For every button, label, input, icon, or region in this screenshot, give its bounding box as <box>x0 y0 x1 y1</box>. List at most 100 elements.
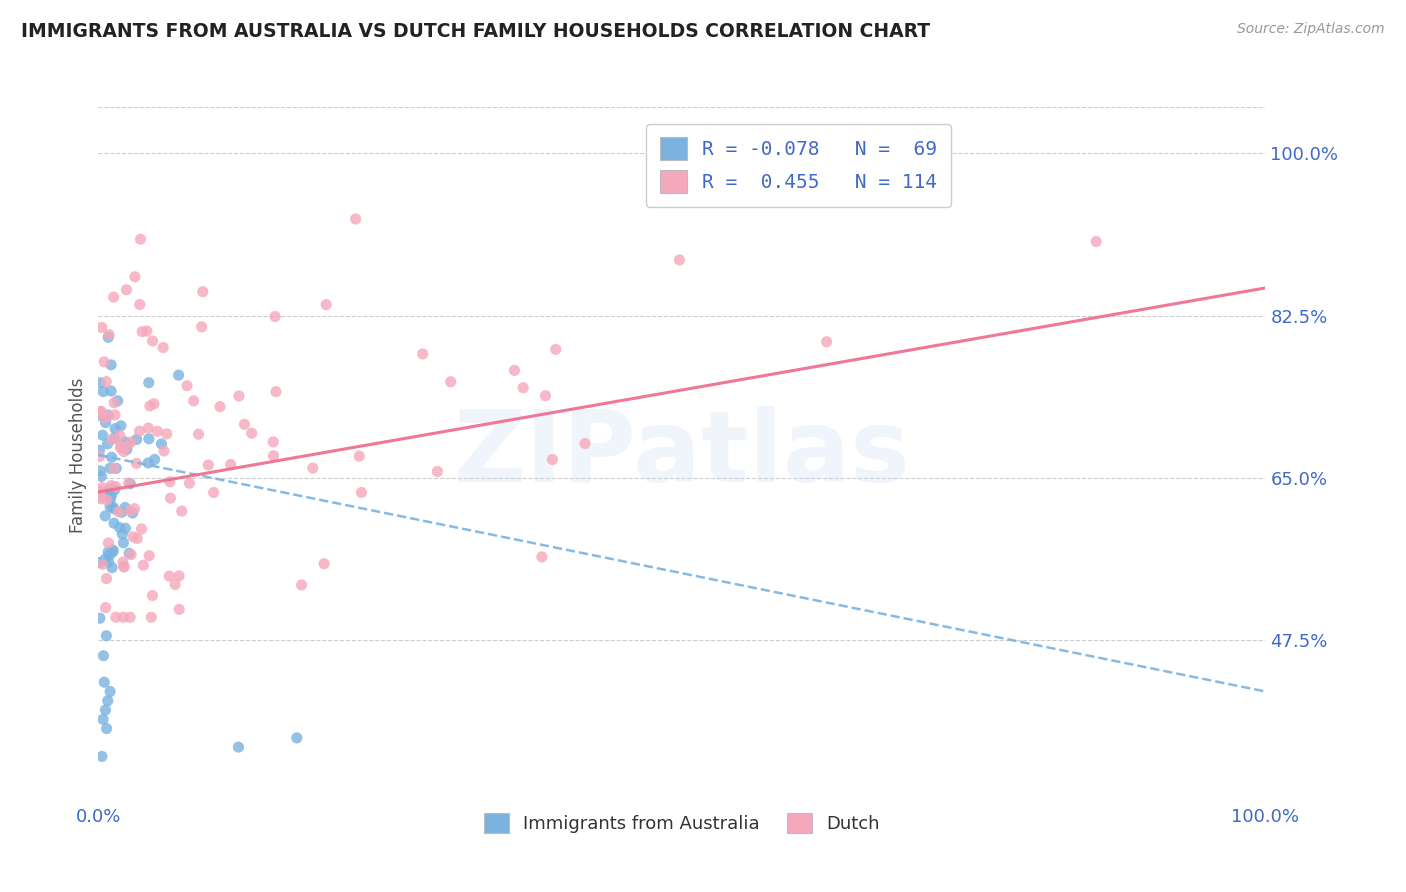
Point <box>103 395 125 409</box>
Point <box>668 252 690 267</box>
Point <box>101 545 124 559</box>
Point <box>89 405 111 419</box>
Point <box>97 437 120 451</box>
Point <box>530 549 553 564</box>
Point <box>815 334 838 349</box>
Point <box>94 508 117 523</box>
Point <box>264 310 287 324</box>
Point <box>176 378 198 392</box>
Point <box>228 389 250 403</box>
Point <box>159 475 181 489</box>
Point <box>135 324 157 338</box>
Point <box>349 449 371 463</box>
Point <box>98 684 121 698</box>
Point <box>156 426 179 441</box>
Point <box>104 610 127 624</box>
Point <box>202 485 225 500</box>
Point <box>541 452 564 467</box>
Point <box>94 600 117 615</box>
Point <box>108 520 131 534</box>
Point <box>118 504 141 518</box>
Point <box>98 548 121 562</box>
Point <box>128 424 150 438</box>
Point <box>120 610 142 624</box>
Point <box>89 484 111 499</box>
Point <box>89 443 111 458</box>
Point <box>112 559 135 574</box>
Point <box>111 505 134 519</box>
Point <box>191 285 214 299</box>
Point <box>110 441 132 455</box>
Point <box>124 269 146 284</box>
Point <box>183 393 205 408</box>
Point <box>104 480 127 494</box>
Point <box>107 505 129 519</box>
Point <box>97 555 120 569</box>
Point <box>117 437 139 451</box>
Point <box>138 549 160 563</box>
Point <box>262 434 284 449</box>
Y-axis label: Family Households: Family Households <box>69 377 87 533</box>
Point <box>100 478 122 492</box>
Point <box>97 330 120 344</box>
Point <box>90 404 112 418</box>
Point <box>131 522 153 536</box>
Point <box>115 283 138 297</box>
Point <box>105 461 128 475</box>
Point <box>98 482 121 496</box>
Point <box>111 555 134 569</box>
Point <box>98 327 121 342</box>
Point <box>97 545 120 559</box>
Point <box>89 376 111 390</box>
Point <box>93 410 115 425</box>
Point <box>512 381 534 395</box>
Point <box>167 569 190 583</box>
Point <box>157 569 180 583</box>
Point <box>114 521 136 535</box>
Point <box>190 319 212 334</box>
Point <box>93 488 115 502</box>
Point <box>440 375 463 389</box>
Point <box>115 439 138 453</box>
Point <box>544 343 567 357</box>
Point <box>112 536 135 550</box>
Point <box>138 432 160 446</box>
Point <box>179 476 201 491</box>
Point <box>101 560 124 574</box>
Point <box>197 458 219 472</box>
Text: Source: ZipAtlas.com: Source: ZipAtlas.com <box>1237 22 1385 37</box>
Point <box>125 456 148 470</box>
Point <box>208 400 231 414</box>
Point <box>107 393 129 408</box>
Point <box>90 749 112 764</box>
Point <box>103 431 125 445</box>
Point <box>89 450 111 464</box>
Point <box>90 469 112 483</box>
Point <box>124 501 146 516</box>
Point <box>89 556 111 570</box>
Point <box>132 558 155 573</box>
Point <box>91 712 114 726</box>
Point <box>136 456 159 470</box>
Point <box>290 578 312 592</box>
Point <box>96 722 118 736</box>
Point <box>219 458 242 472</box>
Point <box>89 409 111 423</box>
Point <box>115 442 138 457</box>
Point <box>114 500 136 515</box>
Point <box>93 355 115 369</box>
Point <box>534 389 557 403</box>
Point <box>152 341 174 355</box>
Point <box>104 483 127 497</box>
Point <box>146 424 169 438</box>
Point <box>110 418 132 433</box>
Point <box>264 384 287 399</box>
Point <box>143 452 166 467</box>
Point <box>100 384 122 398</box>
Point <box>141 334 163 348</box>
Point <box>165 577 187 591</box>
Point <box>91 481 114 495</box>
Point <box>131 325 153 339</box>
Point <box>110 439 132 453</box>
Point <box>187 427 209 442</box>
